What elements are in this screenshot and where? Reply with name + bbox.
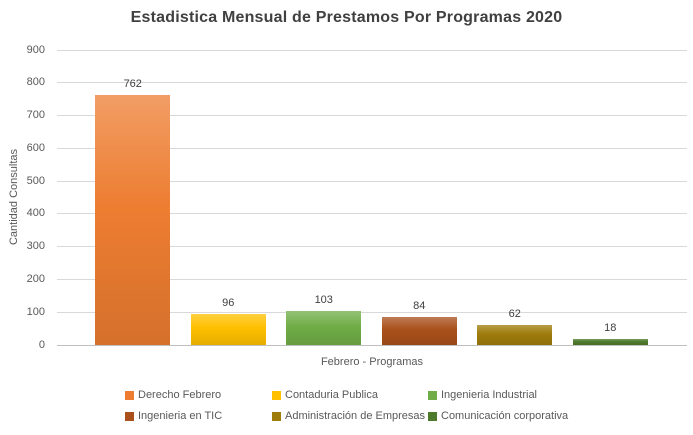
gridline xyxy=(57,311,687,313)
y-tick-label: 600 xyxy=(26,141,45,154)
y-tick-label: 200 xyxy=(26,272,45,285)
legend-item: Ingenieria Industrial xyxy=(428,389,568,401)
legend-item: Comunicación corporativa xyxy=(428,410,568,422)
legend-marker-icon xyxy=(428,411,437,421)
y-tick-label: 0 xyxy=(38,338,45,351)
bar-slot: 103 xyxy=(276,50,372,345)
legend-label: Contaduria Publica xyxy=(285,389,378,401)
legend-label: Ingenieria en TIC xyxy=(138,410,223,422)
x-axis-title: Febrero - Programas xyxy=(320,356,424,368)
y-tick-label: 700 xyxy=(26,109,45,122)
gridline xyxy=(57,180,687,182)
legend-marker-icon xyxy=(125,390,134,400)
bar-3 xyxy=(286,311,362,345)
gridline xyxy=(57,82,687,84)
legend-marker-icon xyxy=(428,390,437,400)
legend-marker-icon xyxy=(272,390,281,400)
bar-value-label: 62 xyxy=(508,307,521,320)
legend: Derecho Febrero Contaduria Publica Ingenie… xyxy=(125,389,568,422)
bars-area: 762 96 103 84 62 18 xyxy=(85,50,658,345)
legend-label: Derecho Febrero xyxy=(138,389,222,401)
bar-5 xyxy=(477,324,553,345)
bar-1 xyxy=(95,95,171,345)
legend-item: Ingenieria en TIC xyxy=(125,410,272,422)
y-tick-label: 100 xyxy=(26,305,45,318)
gridline xyxy=(57,49,687,51)
bar-value-label: 762 xyxy=(123,78,142,91)
y-tick-label: 900 xyxy=(26,43,45,56)
bar-6 xyxy=(572,339,648,345)
gridline xyxy=(57,213,687,215)
legend-item: Administración de Empresas xyxy=(272,410,428,422)
legend-marker-icon xyxy=(272,411,281,421)
y-tick-label: 800 xyxy=(26,76,45,89)
gridline xyxy=(57,147,687,149)
bar-slot: 84 xyxy=(372,50,468,345)
bar-slot: 96 xyxy=(181,50,277,345)
y-axis-title: Cantidad Consultas xyxy=(8,148,20,246)
x-axis-line xyxy=(57,344,687,346)
legend-label: Ingenieria Industrial xyxy=(441,389,538,401)
bar-slot: 18 xyxy=(563,50,659,345)
bar-4 xyxy=(381,317,457,345)
gridline xyxy=(57,278,687,280)
y-tick-label: 500 xyxy=(26,174,45,187)
gridline xyxy=(57,115,687,117)
bar-value-label: 18 xyxy=(604,322,617,335)
bar-2 xyxy=(190,313,266,345)
gridline xyxy=(57,246,687,248)
legend-item: Derecho Febrero xyxy=(125,389,272,401)
bar-value-label: 96 xyxy=(222,296,235,309)
legend-item: Contaduria Publica xyxy=(272,389,428,401)
bar-value-label: 84 xyxy=(413,300,426,313)
legend-marker-icon xyxy=(125,411,134,421)
legend-label: Administración de Empresas xyxy=(285,410,426,422)
y-tick-label: 400 xyxy=(26,207,45,220)
bar-slot: 62 xyxy=(467,50,563,345)
bar-slot: 762 xyxy=(85,50,181,345)
chart-title: Estadistica Mensual de Prestamos Por Pro… xyxy=(130,9,563,26)
legend-label: Comunicación corporativa xyxy=(441,410,569,422)
bar-value-label: 103 xyxy=(314,294,333,307)
y-tick-label: 300 xyxy=(26,240,45,253)
plot-area: 0 100 200 300 400 500 600 700 800 900 762 96 103 84 6… xyxy=(27,44,687,351)
